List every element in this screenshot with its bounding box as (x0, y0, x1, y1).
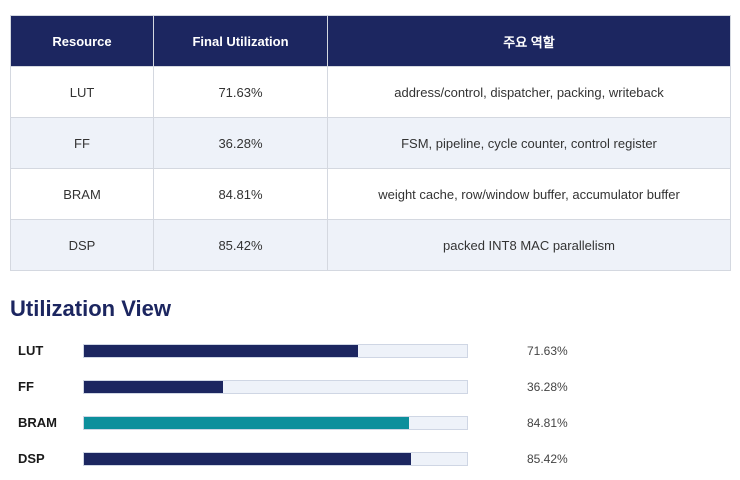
bar-fill (84, 417, 409, 429)
bar-label: DSP (18, 451, 45, 466)
cell-role: packed INT8 MAC parallelism (327, 219, 731, 271)
bar-value: 36.28% (527, 380, 568, 394)
header-final-utilization: Final Utilization (153, 15, 328, 67)
bar-track (83, 344, 468, 358)
bar-value: 84.81% (527, 416, 568, 430)
bar-fill (84, 345, 359, 357)
utilization-table-container: Resource Final Utilization 주요 역할 LUT 71.… (10, 15, 731, 271)
table-header-row: Resource Final Utilization 주요 역할 (10, 15, 731, 67)
cell-role: FSM, pipeline, cycle counter, control re… (327, 117, 731, 169)
table-row: DSP 85.42% packed INT8 MAC parallelism (10, 219, 731, 271)
table-row: BRAM 84.81% weight cache, row/window buf… (10, 168, 731, 220)
cell-resource: DSP (10, 219, 154, 271)
table-row: FF 36.28% FSM, pipeline, cycle counter, … (10, 117, 731, 169)
cell-utilization: 85.42% (153, 219, 328, 271)
bar-value: 71.63% (527, 344, 568, 358)
bar-label: LUT (18, 343, 44, 358)
bar-row-bram: BRAM 84.81% (18, 408, 718, 444)
cell-utilization: 36.28% (153, 117, 328, 169)
bar-fill (84, 381, 223, 393)
bar-track (83, 416, 468, 430)
bar-track (83, 380, 468, 394)
table-row: LUT 71.63% address/control, dispatcher, … (10, 66, 731, 118)
cell-role: weight cache, row/window buffer, accumul… (327, 168, 731, 220)
cell-utilization: 84.81% (153, 168, 328, 220)
utilization-bars: LUT 71.63% FF 36.28% BRAM 84.81% DSP 85.… (18, 336, 718, 480)
bar-row-lut: LUT 71.63% (18, 336, 718, 372)
bar-label: BRAM (18, 415, 57, 430)
cell-resource: FF (10, 117, 154, 169)
header-resource: Resource (10, 15, 154, 67)
section-title: Utilization View (10, 296, 171, 321)
header-role: 주요 역할 (327, 15, 731, 67)
cell-utilization: 71.63% (153, 66, 328, 118)
bar-value: 85.42% (527, 452, 568, 466)
cell-resource: BRAM (10, 168, 154, 220)
bar-row-dsp: DSP 85.42% (18, 444, 718, 480)
cell-role: address/control, dispatcher, packing, wr… (327, 66, 731, 118)
bar-row-ff: FF 36.28% (18, 372, 718, 408)
bar-track (83, 452, 468, 466)
cell-resource: LUT (10, 66, 154, 118)
bar-fill (84, 453, 412, 465)
bar-label: FF (18, 379, 34, 394)
utilization-table: Resource Final Utilization 주요 역할 LUT 71.… (10, 15, 731, 271)
